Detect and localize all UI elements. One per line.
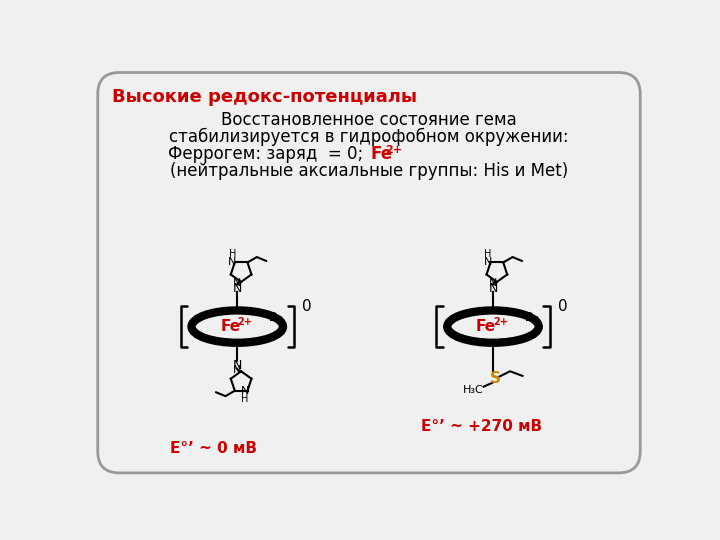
Text: Восстановленное состояние гема: Восстановленное состояние гема: [221, 111, 517, 129]
Text: N: N: [241, 386, 249, 396]
Text: E°’ ~ 0 мВ: E°’ ~ 0 мВ: [171, 441, 258, 456]
Text: 2+: 2+: [493, 317, 508, 327]
Text: 2-: 2-: [269, 311, 283, 324]
Text: N: N: [489, 279, 498, 288]
Text: H: H: [485, 249, 492, 259]
Text: Феррогем: заряд  = 0;: Феррогем: заряд = 0;: [168, 145, 369, 163]
Text: 2+: 2+: [238, 317, 253, 327]
Text: 2-: 2-: [525, 311, 539, 324]
Ellipse shape: [192, 310, 283, 343]
Text: 0: 0: [302, 299, 312, 314]
FancyBboxPatch shape: [98, 72, 640, 473]
Text: N: N: [233, 281, 242, 295]
Ellipse shape: [447, 310, 539, 343]
Text: Fe: Fe: [476, 319, 496, 334]
Text: H: H: [241, 394, 249, 404]
Text: N: N: [233, 359, 242, 372]
Text: 2+: 2+: [385, 145, 402, 156]
Text: N: N: [228, 258, 237, 267]
Text: N: N: [233, 279, 241, 288]
Text: E°’ ~ +270 мВ: E°’ ~ +270 мВ: [420, 419, 542, 434]
Text: Высокие редокс-потенциалы: Высокие редокс-потенциалы: [112, 88, 417, 106]
Text: Fe: Fe: [220, 319, 240, 334]
Text: N: N: [484, 258, 492, 267]
Text: (нейтральные аксиальные группы: His и Met): (нейтральные аксиальные группы: His и Me…: [170, 162, 568, 180]
Text: 0: 0: [558, 299, 567, 314]
Text: H: H: [229, 249, 236, 259]
Text: H₃C: H₃C: [463, 384, 484, 395]
Text: N: N: [488, 281, 498, 295]
Text: стабилизируется в гидрофобном окружении:: стабилизируется в гидрофобном окружении:: [169, 128, 569, 146]
Text: S: S: [490, 372, 501, 387]
Text: N: N: [233, 364, 241, 375]
Text: Fe: Fe: [371, 145, 392, 163]
